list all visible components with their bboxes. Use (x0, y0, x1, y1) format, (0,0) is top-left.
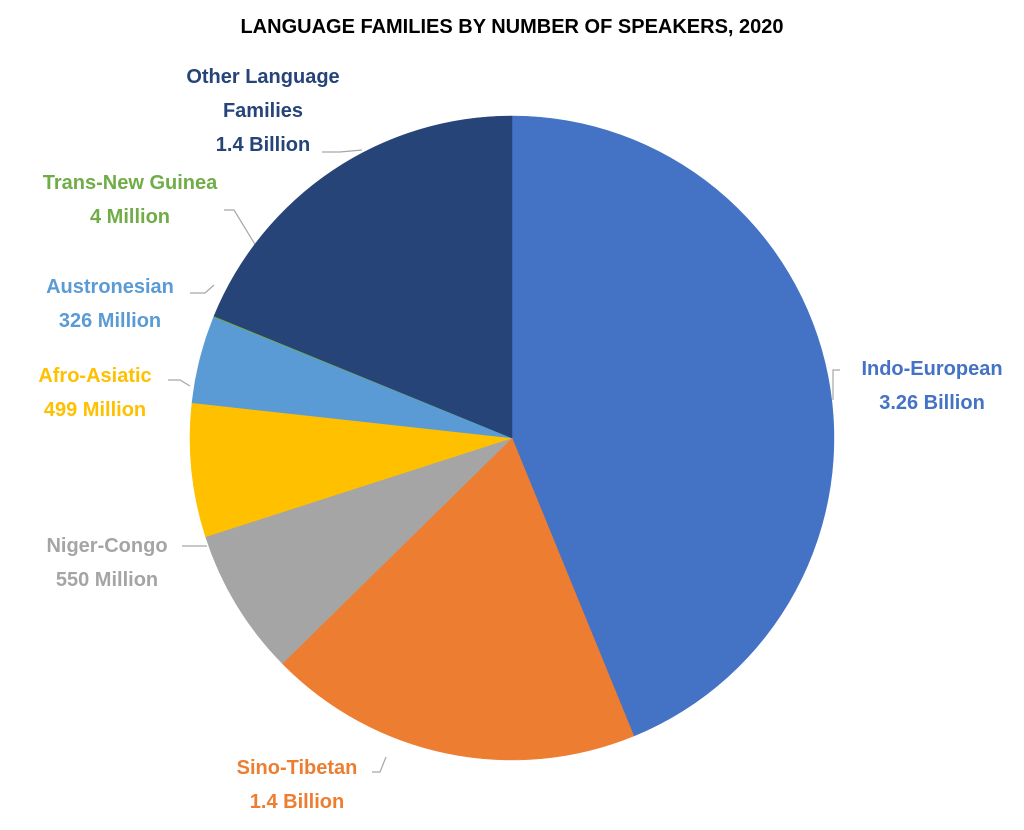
value-label: 499 Million (43, 399, 147, 421)
category-name: Trans-New Guinea (42, 172, 218, 194)
pie-slice (213, 115, 513, 439)
category-name: Afro-Asiatic (38, 365, 152, 387)
pie-slice (511, 115, 835, 737)
data-label: Trans-New Guinea 4 Million (40, 166, 220, 234)
value-label: 326 Million (58, 310, 162, 332)
category-name: Austronesian (46, 276, 174, 298)
category-name: Sino-Tibetan (236, 757, 358, 779)
value-label: 1.4 Billion (215, 134, 311, 156)
category-name: Indo-European (861, 358, 1003, 380)
leader-line (190, 284, 215, 294)
category-name: Other Language Families (186, 66, 340, 122)
chart-title: LANGUAGE FAMILIES BY NUMBER OF SPEAKERS,… (240, 16, 784, 38)
pie-slice (205, 437, 513, 664)
data-label: Niger-Congo 550 Million (17, 529, 197, 597)
pie-slice (281, 437, 635, 761)
leader-line (168, 379, 191, 387)
value-label: 4 Million (90, 206, 170, 228)
data-label: Austronesian 326 Million (20, 270, 200, 338)
pie-slice (189, 402, 513, 538)
value-label: 550 Million (55, 569, 159, 591)
value-label: 1.4 Billion (249, 791, 345, 813)
data-label: Other Language Families 1.4 Billion (173, 60, 353, 162)
value-label: 3.26 Billion (879, 392, 985, 414)
data-label: Afro-Asiatic 499 Million (5, 359, 185, 427)
leader-line (224, 209, 257, 247)
leader-line (322, 149, 363, 153)
leader-line (372, 756, 387, 773)
leader-line (832, 369, 840, 400)
data-label: Indo-European 3.26 Billion (842, 352, 1022, 420)
category-name: Niger-Congo (46, 535, 168, 557)
data-label: Sino-Tibetan 1.4 Billion (207, 751, 387, 819)
